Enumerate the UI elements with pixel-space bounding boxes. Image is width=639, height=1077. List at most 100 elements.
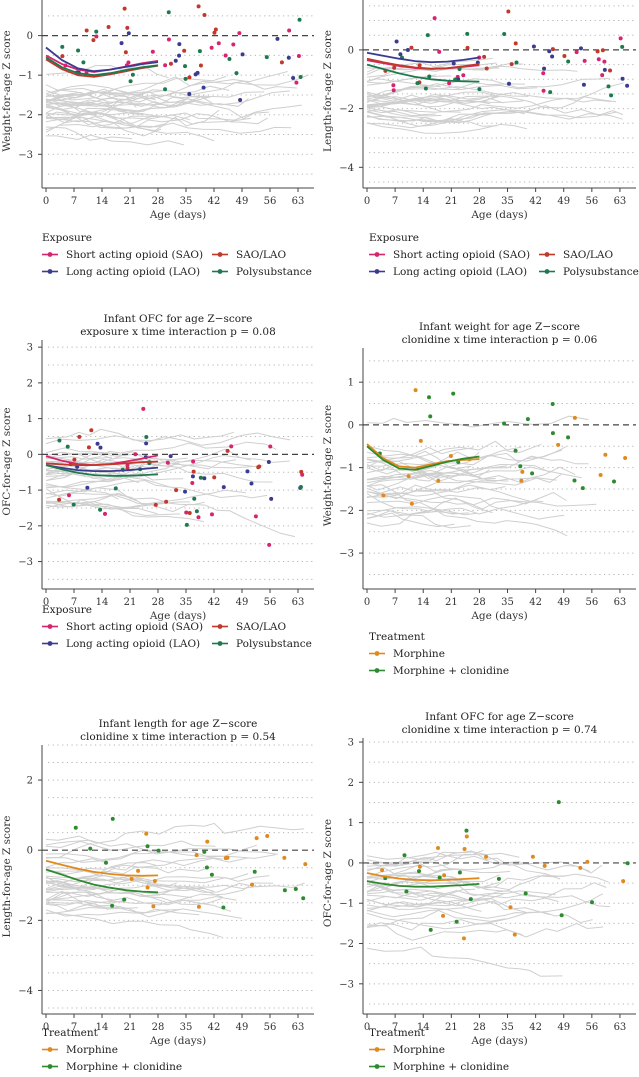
y-tick-label: −2 (339, 506, 354, 517)
data-point (256, 465, 261, 470)
x-tick-label: 21 (124, 1022, 137, 1033)
data-point (432, 16, 437, 21)
trajectory-line (366, 97, 524, 108)
data-point (151, 904, 156, 909)
data-point (187, 510, 192, 515)
data-point (415, 81, 420, 86)
data-point (530, 471, 535, 476)
trajectory-line (366, 924, 523, 941)
x-tick-label: 7 (71, 196, 77, 207)
y-tick-label: 0 (348, 858, 354, 869)
trajectory-line (366, 862, 591, 876)
chart-panel-p4: −3 −2 −1 0 1 0 7 14 21 28 35 42 49 56 63 Age (days) Weig… (322, 321, 636, 677)
data-point (71, 502, 76, 507)
data-point (612, 479, 617, 484)
data-point (566, 435, 571, 440)
legend-swatch-dot (47, 641, 53, 646)
x-tick-label: 56 (264, 196, 277, 207)
data-point (174, 488, 179, 493)
legend-label: Polysubstance (236, 638, 312, 650)
y-axis-title: Weight-for-age Z score (1, 30, 13, 152)
data-point (590, 900, 595, 905)
legend-label: Morphine + clonidine (393, 665, 509, 677)
data-point (193, 72, 198, 77)
data-point (76, 48, 81, 53)
x-axis-title: Age (days) (149, 209, 206, 221)
data-point (293, 887, 298, 892)
data-point (202, 12, 207, 17)
data-point (581, 82, 586, 87)
data-point (282, 888, 287, 893)
y-axis-title: OFC-for-age Z score (322, 819, 334, 927)
legend: Treatment Morphine Morphine + clonidine (369, 1027, 509, 1073)
trajectory-line (366, 75, 452, 84)
trajectory-line (45, 479, 268, 499)
data-point (514, 60, 519, 65)
x-tick-label: 42 (208, 196, 221, 207)
data-point (609, 93, 614, 98)
legend-label: Short acting opioid (SAO) (66, 621, 203, 633)
y-tick-label: 0 (27, 31, 33, 42)
data-point (133, 452, 138, 457)
individual-trajectories (45, 822, 305, 938)
data-point (413, 388, 418, 393)
data-point (129, 877, 134, 882)
trajectory-line (45, 906, 139, 915)
x-tick-label: 14 (417, 1022, 430, 1033)
trajectory-line (45, 858, 108, 868)
data-point (279, 60, 284, 65)
data-point (177, 42, 182, 47)
data-point (198, 63, 203, 68)
data-point (145, 844, 150, 849)
data-point (381, 493, 386, 498)
trajectory-line (366, 94, 504, 105)
data-point (201, 85, 206, 90)
trajectory-line (366, 465, 507, 500)
legend-swatch-dot (544, 252, 550, 257)
data-point (468, 897, 473, 902)
x-tick-label: 7 (392, 196, 398, 207)
x-tick-label: 42 (529, 597, 542, 608)
trajectory-line (45, 875, 305, 893)
trajectory-line (366, 874, 500, 883)
data-point (625, 861, 630, 866)
data-point (194, 853, 199, 858)
legend: Exposure Short acting opioid (SAO) SAO/LAO… (369, 232, 639, 278)
legend-label: SAO/LAO (236, 621, 286, 633)
data-point (574, 50, 579, 55)
data-point (197, 49, 202, 54)
trajectory-line (45, 901, 242, 919)
data-point (464, 828, 469, 833)
data-point (427, 395, 432, 400)
trajectory-line (366, 851, 520, 865)
data-point (221, 905, 226, 910)
chart-title: Infant weight for age Z−score (419, 321, 580, 333)
legend-label: Short acting opioid (SAO) (393, 249, 530, 261)
data-point (202, 849, 207, 854)
series-line (45, 46, 159, 73)
series-line (366, 443, 480, 469)
trajectory-line (45, 71, 288, 101)
observation-points (383, 9, 630, 98)
y-axis-title: Weight-for-age Z score (322, 405, 334, 527)
data-point (562, 54, 567, 59)
x-tick-label: 49 (557, 597, 570, 608)
legend-swatch-dot (217, 641, 223, 646)
data-point (72, 457, 77, 462)
data-point (623, 455, 628, 460)
data-point (128, 79, 133, 84)
x-axis-title: Age (days) (149, 610, 206, 622)
individual-trajectories (366, 57, 624, 134)
data-point (234, 71, 239, 76)
x-tick-label: 28 (152, 1022, 165, 1033)
x-tick-label: 49 (236, 196, 249, 207)
data-point (141, 406, 146, 411)
legend-swatch-dot (47, 1064, 53, 1069)
data-point (153, 502, 158, 507)
data-point (436, 478, 441, 483)
data-point (264, 55, 269, 60)
trajectory-line (45, 476, 180, 491)
data-point (294, 80, 299, 85)
x-tick-label: 0 (43, 597, 49, 608)
data-point (291, 76, 296, 81)
